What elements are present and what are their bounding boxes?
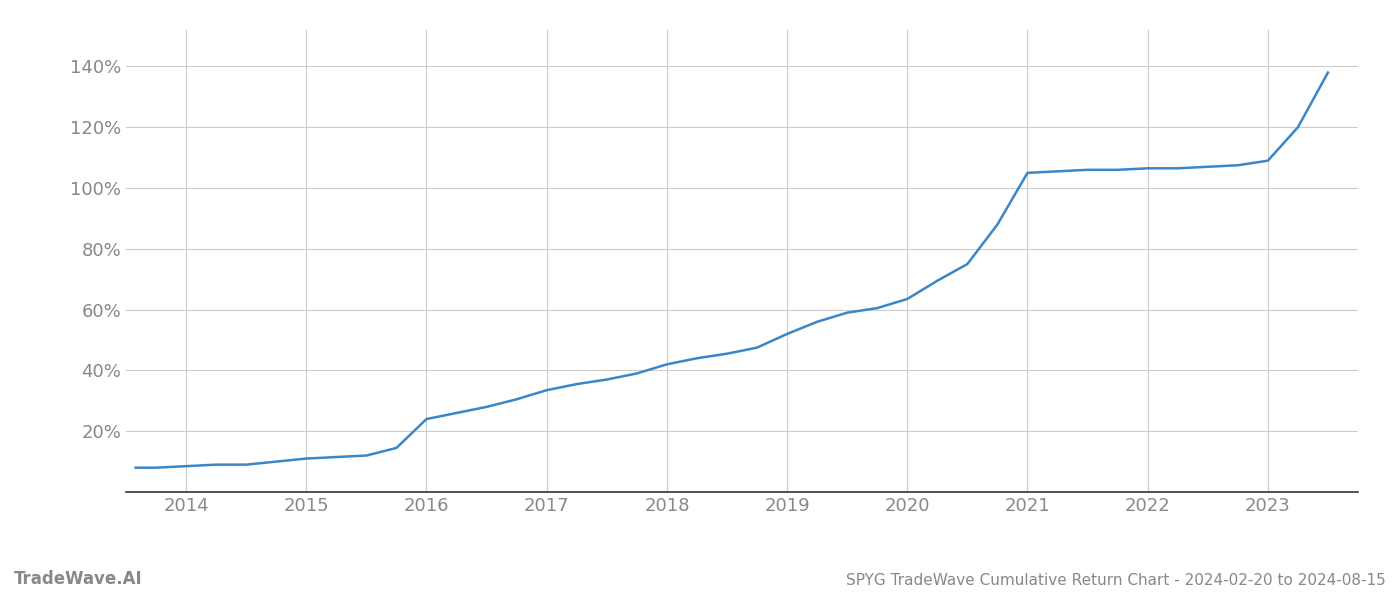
Text: SPYG TradeWave Cumulative Return Chart - 2024-02-20 to 2024-08-15: SPYG TradeWave Cumulative Return Chart -… [846, 573, 1386, 588]
Text: TradeWave.AI: TradeWave.AI [14, 570, 143, 588]
